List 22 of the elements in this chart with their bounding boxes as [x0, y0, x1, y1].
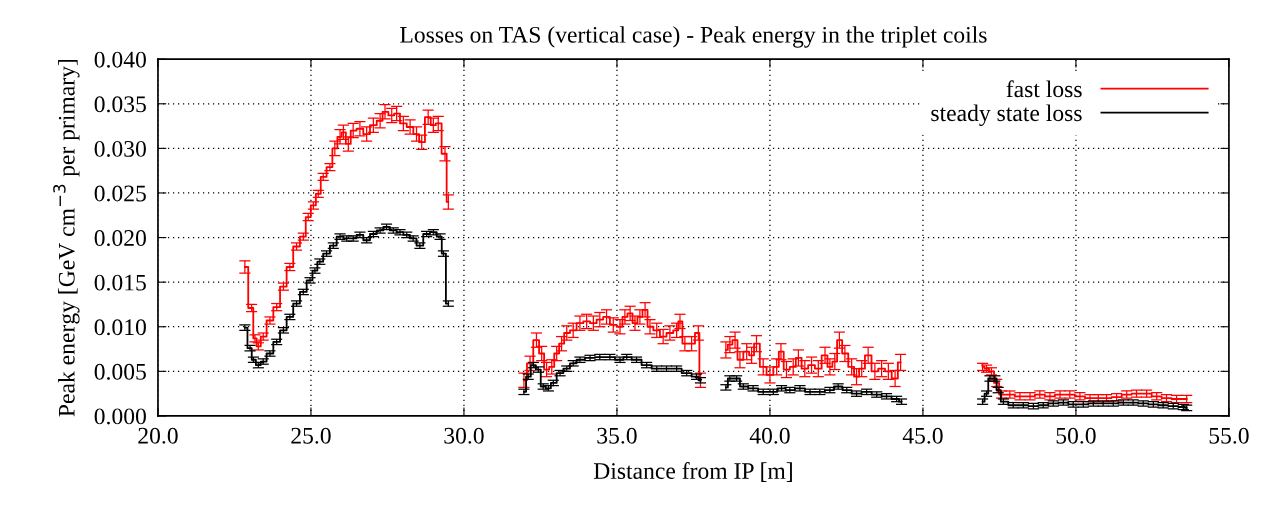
y-tick-label: 0.000: [94, 408, 146, 425]
y-tick-label: 0.010: [94, 319, 146, 336]
y-tick-label: 0.035: [94, 96, 146, 113]
legend-label: steady state loss: [931, 104, 1082, 126]
x-tick-label: 30.0: [444, 427, 484, 444]
chart-title: Losses on TAS (vertical case) - Peak energy in the triplet coils: [400, 26, 987, 48]
x-tick-label: 25.0: [291, 427, 331, 444]
x-tick-label: 20.0: [138, 427, 178, 444]
x-tick-label: 55.0: [1209, 427, 1249, 444]
y-tick-label: 0.025: [94, 185, 146, 202]
x-tick-label: 35.0: [597, 427, 637, 444]
y-tick-label: 0.030: [94, 140, 146, 157]
y-axis-title: Peak energy [GeV cm$^{−3}$ per primary]: [53, 59, 80, 417]
x-tick-label: 40.0: [749, 427, 790, 444]
legend-label: fast loss: [1006, 80, 1082, 98]
x-axis-title: Distance from IP [m]: [593, 462, 792, 482]
y-tick-label: 0.020: [94, 230, 146, 247]
y-tick-label: 0.005: [94, 363, 146, 380]
y-tick-label: 0.040: [94, 51, 146, 68]
y-tick-label: 0.015: [94, 274, 146, 291]
x-tick-label: 50.0: [1056, 427, 1096, 444]
x-tick-label: 45.0: [902, 427, 943, 444]
